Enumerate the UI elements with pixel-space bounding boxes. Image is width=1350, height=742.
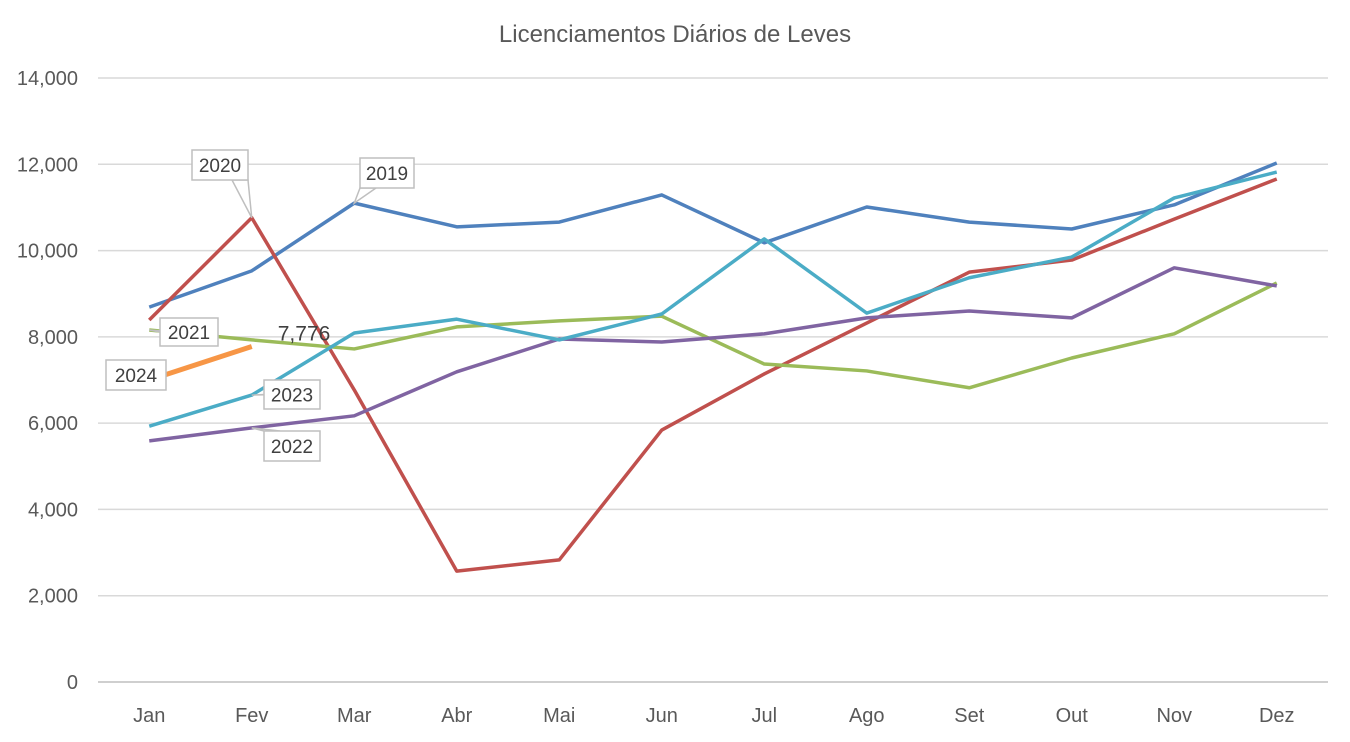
- series-callouts: 2020 2019 2021 2024 2023 2022: [105, 149, 415, 462]
- y-tick-label: 0: [67, 672, 78, 694]
- series-line-2021: [149, 281, 1278, 390]
- callout-label-2022: 2022: [271, 437, 313, 458]
- callout-box-2021: [159, 317, 219, 347]
- series-line-2020: [148, 177, 1278, 573]
- series-line-2022: [149, 266, 1278, 443]
- callout-pointer: [352, 187, 379, 206]
- callout-box-2023: [263, 379, 321, 410]
- x-tick-label: Jul: [751, 705, 777, 727]
- y-axis-ticks: 0 2,000 4,000 6,000 8,000 10,000 12,000 14,000: [17, 68, 78, 694]
- series-line-2023: [148, 170, 1278, 428]
- callout-label-2019: 2019: [366, 164, 408, 185]
- x-tick-label: Jun: [646, 705, 678, 727]
- x-tick-label: Jan: [133, 705, 165, 727]
- y-tick-label: 2,000: [28, 586, 78, 608]
- x-tick-label: Fev: [235, 705, 268, 727]
- callout-box-2022: [263, 430, 321, 462]
- x-tick-label: Ago: [849, 705, 885, 727]
- y-tick-label: 4,000: [28, 499, 78, 521]
- callout-box-2019: [359, 157, 415, 189]
- x-tick-label: Dez: [1259, 705, 1295, 727]
- x-tick-label: Mar: [337, 705, 372, 727]
- y-tick-label: 12,000: [17, 154, 78, 176]
- callout-label-2024: 2024: [115, 366, 158, 387]
- x-tick-label: Abr: [441, 705, 472, 727]
- callout-label-2021: 2021: [168, 323, 210, 344]
- y-tick-label: 6,000: [28, 413, 78, 435]
- y-tick-label: 8,000: [28, 327, 78, 349]
- callout-label-2023: 2023: [271, 386, 313, 407]
- callout-label-2020: 2020: [199, 156, 241, 177]
- callout-box-2020: [191, 149, 249, 181]
- series-line-2019: [148, 161, 1278, 309]
- y-tick-label: 10,000: [17, 241, 78, 263]
- x-tick-label: Nov: [1156, 705, 1192, 727]
- x-tick-label: Out: [1056, 705, 1089, 727]
- x-tick-label: Mai: [543, 705, 575, 727]
- callout-box-2024: [105, 359, 167, 391]
- x-axis-ticks: Jan Fev Mar Abr Mai Jun Jul Ago Set Out Nov Dez: [133, 705, 1294, 727]
- data-label-2024-fev: 7,776: [278, 323, 331, 346]
- x-tick-label: Set: [954, 705, 984, 727]
- chart-title: Licenciamentos Diários de Leves: [499, 21, 851, 48]
- callout-pointer: [230, 179, 253, 219]
- series-lines: [148, 161, 1278, 573]
- y-tick-label: 14,000: [17, 68, 78, 90]
